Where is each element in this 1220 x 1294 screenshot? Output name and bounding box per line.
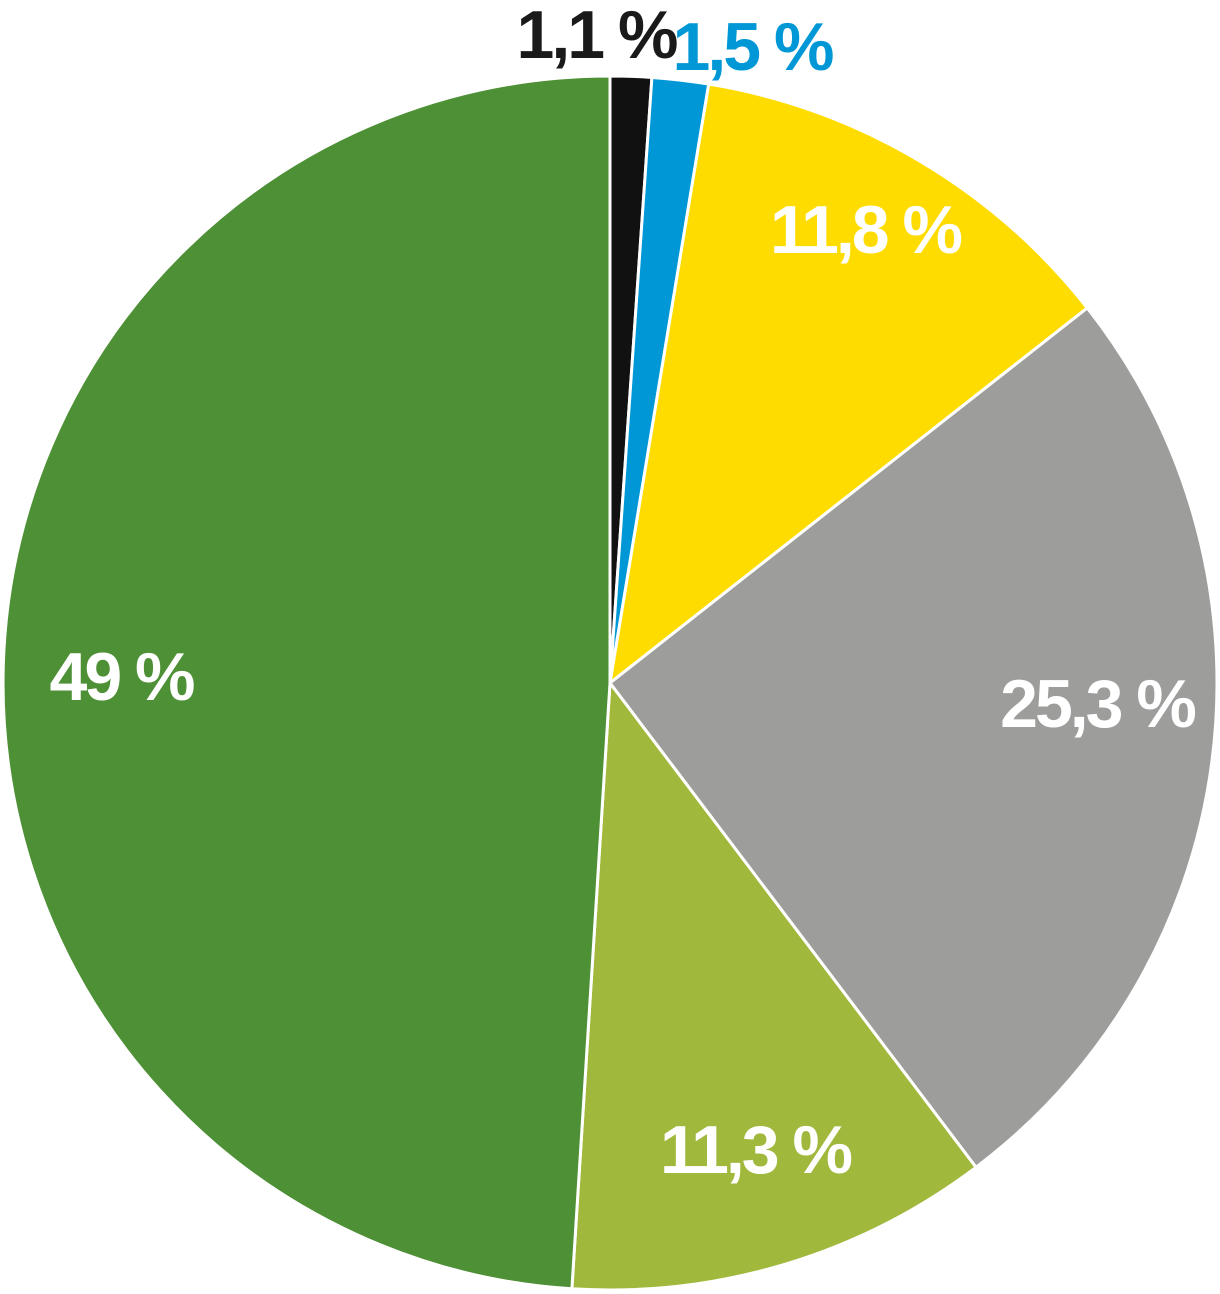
pie-slice-label-5: 11,3 %	[660, 1112, 851, 1188]
pie-slice-3	[608, 82, 1089, 685]
pie-slice-label-4: 25,3 %	[1000, 666, 1195, 742]
pie-slice-4	[608, 306, 1219, 1169]
pie-slice-label-6: 49 %	[50, 639, 195, 715]
pie-labels: 1,1 %1,5 % 11,8 % 25,3 % 11,3 % 49 %	[50, 0, 1199, 1188]
pie-slice-label-2: 1,5 %	[673, 9, 833, 85]
pie-slice-label-3: 11,8 %	[770, 192, 961, 268]
pie-slices	[1, 74, 1219, 1292]
pie-slice-label-1: 1,1 %	[517, 0, 677, 73]
pie-slice-6	[1, 74, 612, 1291]
pie-slice-5	[570, 681, 978, 1292]
